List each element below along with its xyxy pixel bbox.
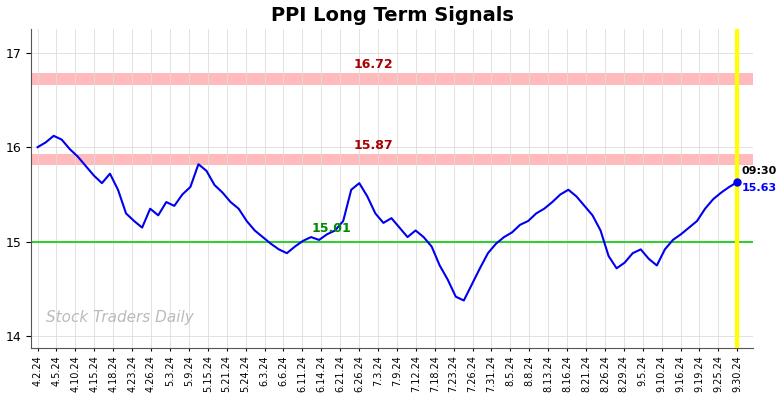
Text: 15.01: 15.01 (311, 222, 351, 235)
Point (731, 179, 743, 185)
Text: 09:30: 09:30 (742, 166, 776, 176)
Text: 16.72: 16.72 (354, 59, 394, 72)
Text: 15.63: 15.63 (742, 183, 776, 193)
Text: Stock Traders Daily: Stock Traders Daily (45, 310, 194, 326)
Title: PPI Long Term Signals: PPI Long Term Signals (270, 6, 514, 25)
Bar (31, 73, 753, 85)
Bar (31, 154, 753, 165)
Text: 15.87: 15.87 (354, 139, 394, 152)
